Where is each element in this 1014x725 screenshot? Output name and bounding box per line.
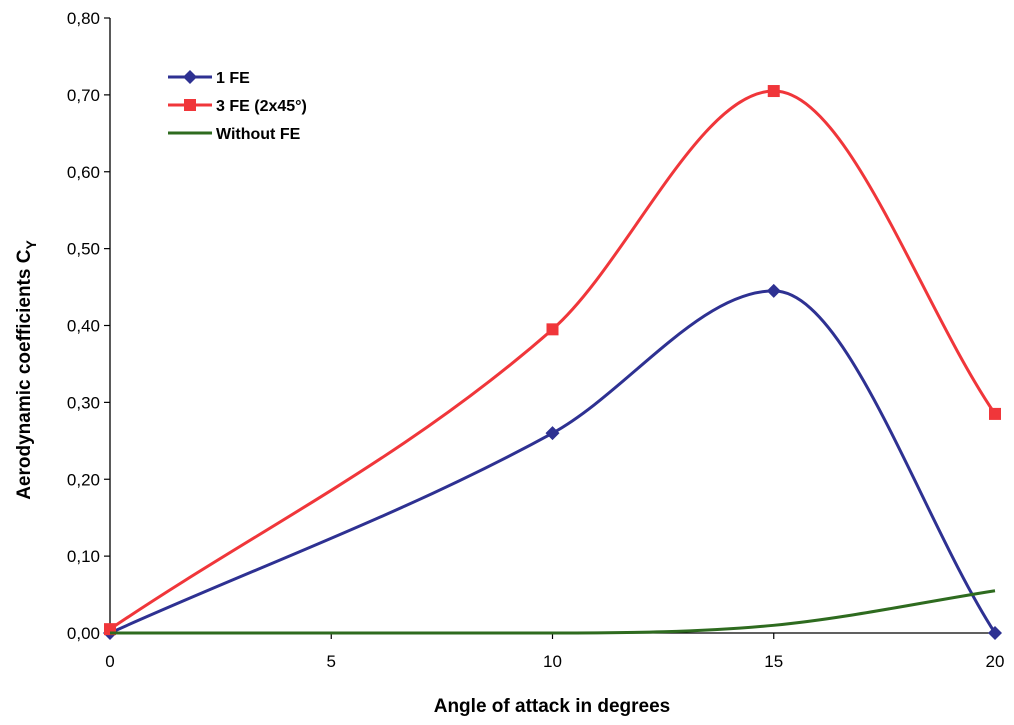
series-line: [110, 589, 996, 635]
y-axis-title-main: Aerodynamic coefficients C: [14, 249, 35, 500]
series-layer: [103, 85, 1002, 640]
legend: 1 FE 3 FE (2x45°) Without FE: [168, 70, 307, 143]
y-tick-label: 0,50: [67, 240, 100, 259]
series-3-fe-2x45: [104, 85, 1001, 636]
legend-item: 1 FE: [168, 70, 250, 87]
data-point: [988, 626, 1002, 640]
legend-item: 3 FE (2x45°): [168, 98, 307, 115]
y-axis-title: Aerodynamic coefficients CY: [14, 240, 39, 500]
x-tick-label: 20: [986, 652, 1005, 671]
legend-marker: [183, 70, 197, 84]
data-point: [546, 323, 559, 336]
y-tick-label: 0,70: [67, 86, 100, 105]
legend-item: Without FE: [168, 126, 301, 143]
series-line: [109, 289, 997, 635]
y-axis-title-subscript: Y: [23, 240, 39, 250]
data-point: [989, 407, 1001, 420]
legend-label: Without FE: [216, 126, 301, 143]
data-point: [545, 426, 560, 441]
x-axis-title: Angle of attack in degrees: [434, 696, 671, 717]
ticks: 0,00 0,10 0,20 0,30 0,40 0,50 0,60 0,70 0,80 0 5 10…: [67, 9, 1005, 671]
y-tick-label: 0,40: [67, 317, 100, 336]
series-line: [109, 89, 997, 631]
data-point: [766, 283, 781, 298]
y-tick-label: 0,00: [67, 624, 100, 643]
legend-label: 3 FE (2x45°): [216, 98, 307, 115]
y-tick-label: 0,30: [67, 393, 100, 412]
legend-marker: [184, 99, 196, 111]
y-tick-label: 0,80: [67, 9, 100, 28]
series-1-fe: [103, 283, 1002, 640]
x-tick-label: 0: [105, 652, 114, 671]
x-tick-label: 10: [543, 652, 562, 671]
x-tick-label: 5: [327, 652, 336, 671]
y-tick-label: 0,20: [67, 470, 100, 489]
y-tick-label: 0,10: [67, 547, 100, 566]
series-without-fe: [110, 589, 996, 635]
legend-label: 1 FE: [216, 70, 250, 87]
x-tick-label: 15: [764, 652, 783, 671]
data-point: [767, 85, 780, 98]
y-tick-label: 0,60: [67, 163, 100, 182]
